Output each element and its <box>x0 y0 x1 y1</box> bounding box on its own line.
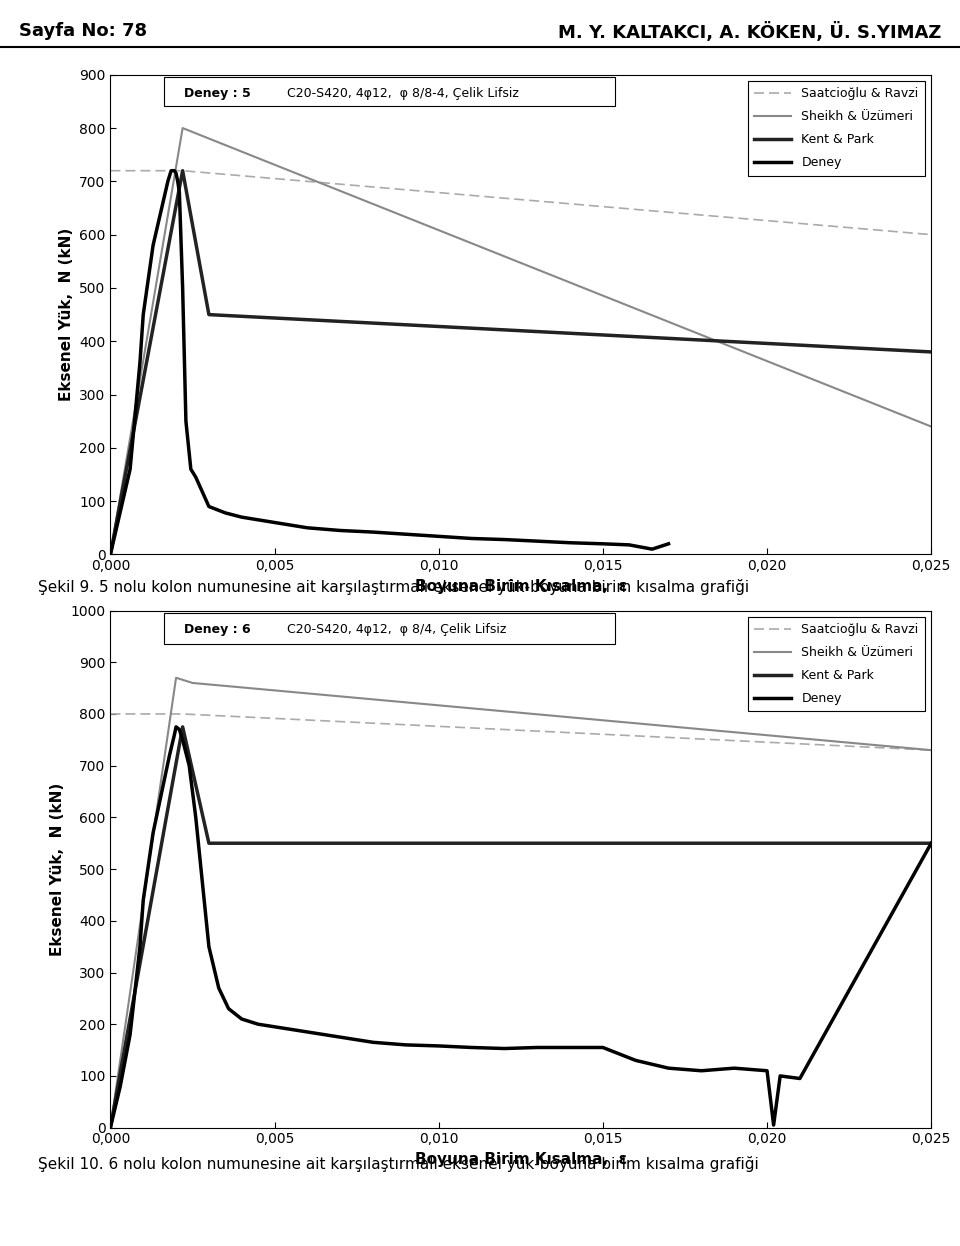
Text: C20-S420, 4φ12,  φ 8/8-4, Çelik Lifsiz: C20-S420, 4φ12, φ 8/8-4, Çelik Lifsiz <box>278 87 518 100</box>
Bar <box>164 613 615 644</box>
Y-axis label: Eksenel Yük,  N (kN): Eksenel Yük, N (kN) <box>50 782 65 956</box>
Text: M. Y. KALTAKCI, A. KÖKEN, Ü. S.YIMAZ: M. Y. KALTAKCI, A. KÖKEN, Ü. S.YIMAZ <box>558 22 941 42</box>
Text: C20-S420, 4φ12,  φ 8/4, Çelik Lifsiz: C20-S420, 4φ12, φ 8/4, Çelik Lifsiz <box>278 623 506 637</box>
Text: Şekil 9. 5 nolu kolon numunesine ait karşılaştırmalı eksenel yük-boyuna birim kı: Şekil 9. 5 nolu kolon numunesine ait kar… <box>38 579 750 596</box>
Legend: Saatcioğlu & Ravzi, Sheikh & Üzümeri, Kent & Park, Deney: Saatcioğlu & Ravzi, Sheikh & Üzümeri, Ke… <box>748 81 924 176</box>
Text: Deney : 5: Deney : 5 <box>184 87 251 100</box>
Text: Şekil 10. 6 nolu kolon numunesine ait karşılaştırmalı eksenel yük-boyuna birim k: Şekil 10. 6 nolu kolon numunesine ait ka… <box>38 1156 759 1172</box>
Y-axis label: Eksenel Yük,  N (kN): Eksenel Yük, N (kN) <box>59 228 74 401</box>
Text: Deney : 6: Deney : 6 <box>184 623 251 637</box>
Text: C20-S420, 4φ12,  φ 8/8-4, Çelik Lifsiz: C20-S420, 4φ12, φ 8/8-4, Çelik Lifsiz <box>278 87 518 100</box>
Text: Deney : 5: Deney : 5 <box>184 87 251 100</box>
X-axis label: Boyuna Birim Kısalma,  ε: Boyuna Birim Kısalma, ε <box>415 579 627 594</box>
X-axis label: Boyuna Birim Kısalma,  ε: Boyuna Birim Kısalma, ε <box>415 1153 627 1168</box>
Text: Sayfa No: 78: Sayfa No: 78 <box>19 22 147 40</box>
Text: Deney : 6: Deney : 6 <box>184 623 251 637</box>
Text: C20-S420, 4φ12,  φ 8/4, Çelik Lifsiz: C20-S420, 4φ12, φ 8/4, Çelik Lifsiz <box>278 623 506 637</box>
Bar <box>164 77 615 106</box>
Legend: Saatcioğlu & Ravzi, Sheikh & Üzümeri, Kent & Park, Deney: Saatcioğlu & Ravzi, Sheikh & Üzümeri, Ke… <box>748 617 924 711</box>
